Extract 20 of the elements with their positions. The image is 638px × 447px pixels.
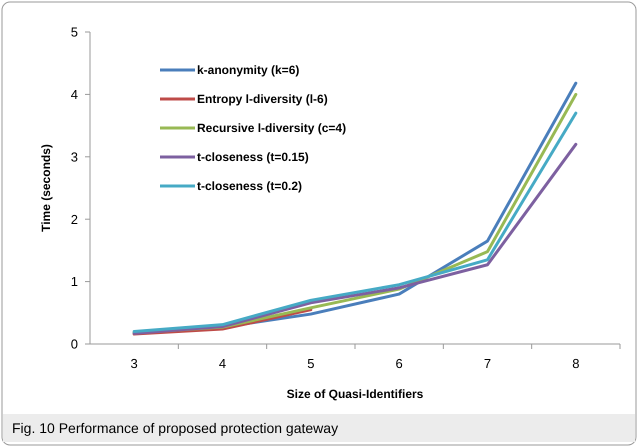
legend-label: k-anonymity (k=6) — [197, 63, 300, 78]
x-tick-label: 7 — [484, 356, 492, 371]
x-tick-label: 6 — [396, 356, 403, 371]
legend-label: t-closeness (t=0.15) — [197, 150, 309, 164]
y-tick-label: 4 — [70, 86, 78, 102]
x-axis-title: Size of Quasi-Identifiers — [286, 387, 424, 401]
y-tick-label: 2 — [70, 212, 78, 227]
y-tick-label: 3 — [70, 149, 78, 164]
y-tick-label: 5 — [70, 24, 78, 40]
x-tick-label: 8 — [572, 356, 580, 371]
y-axis-title: Time (seconds) — [39, 144, 53, 232]
legend-label: t-closeness (t=0.2) — [197, 179, 302, 194]
x-tick-label: 5 — [307, 356, 314, 371]
x-tick-label: 4 — [218, 356, 226, 371]
legend-label: Entropy l-diversity (l-6) — [197, 92, 328, 106]
y-tick-label: 1 — [70, 274, 78, 290]
caption: Fig. 10 Performance of proposed protection gateway — [12, 420, 338, 436]
x-tick-label: 3 — [130, 356, 138, 371]
y-tick-label: 0 — [70, 336, 78, 352]
legend-label: Recursive l-diversity (c=4) — [197, 121, 346, 136]
